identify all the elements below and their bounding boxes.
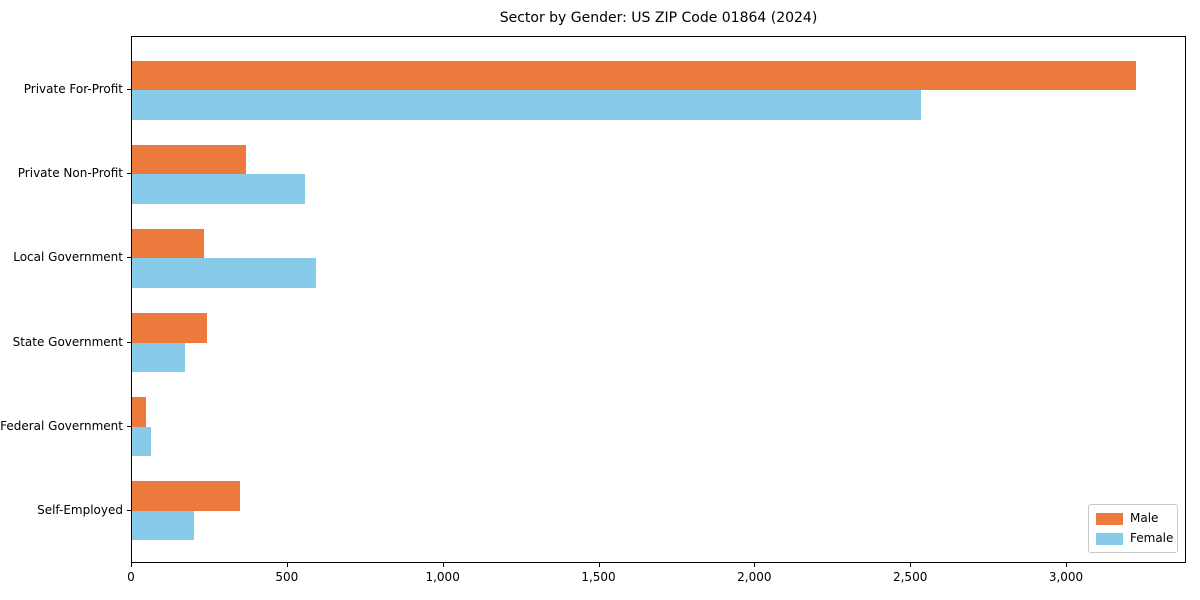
y-axis-tick [127, 257, 131, 259]
x-tick-label: 2,500 [892, 570, 928, 584]
x-tick-label: 1,500 [581, 570, 616, 584]
legend-label-female: Female [1130, 531, 1174, 545]
legend-swatch-female [1096, 532, 1123, 545]
y-axis-label-federal-government: Federal Government [0, 418, 123, 433]
x-tick-label: 1,000 [425, 570, 460, 584]
legend-swatch-male [1096, 512, 1123, 525]
x-axis-tick [131, 563, 132, 567]
x-tick-label: 500 [275, 570, 299, 584]
x-axis-tick [754, 563, 756, 567]
y-axis-label-local-government: Local Government [13, 250, 123, 265]
legend-entry-male: Male [1096, 511, 1170, 526]
x-axis-tick [442, 563, 444, 567]
bar-female-state-government [132, 342, 185, 372]
bar-female-local-government [132, 258, 316, 288]
y-axis-label-self-employed: Self-Employed [37, 502, 123, 517]
legend-label-male: Male [1130, 511, 1159, 525]
y-axis-tick [127, 509, 131, 511]
bar-male-private-for-profit [132, 60, 1136, 91]
x-axis-tick [910, 563, 912, 567]
bar-male-local-government [132, 229, 204, 259]
y-axis-label-private-for-profit: Private For-Profit [23, 82, 123, 97]
x-tick-label: 0 [127, 570, 135, 584]
bar-female-private-non-profit [132, 174, 305, 204]
legend-entry-female: Female [1096, 531, 1174, 546]
y-axis-tick [127, 89, 131, 91]
y-axis-tick [127, 341, 131, 343]
bar-female-self-employed [132, 510, 195, 541]
y-axis-tick [127, 173, 131, 175]
x-tick-label: 3,000 [1048, 570, 1084, 584]
plot-area [131, 36, 1186, 563]
y-axis-label-private-non-profit: Private Non-Profit [17, 166, 123, 181]
x-tick-label: 2,000 [737, 570, 772, 584]
bar-male-federal-government [132, 397, 147, 427]
y-axis-tick [127, 425, 131, 427]
bar-female-private-for-profit [132, 90, 921, 120]
x-axis-tick [1066, 563, 1067, 567]
bar-male-state-government [132, 313, 207, 343]
chart-title: Sector by Gender: US ZIP Code 01864 (202… [499, 10, 818, 26]
y-axis-label-state-government: State Government [12, 334, 123, 349]
x-axis-tick [286, 563, 288, 567]
x-axis-tick [598, 563, 600, 567]
bar-female-federal-government [132, 426, 151, 456]
legend: Male Female [1088, 504, 1178, 553]
bar-male-private-non-profit [132, 145, 246, 175]
bar-male-self-employed [132, 481, 240, 511]
